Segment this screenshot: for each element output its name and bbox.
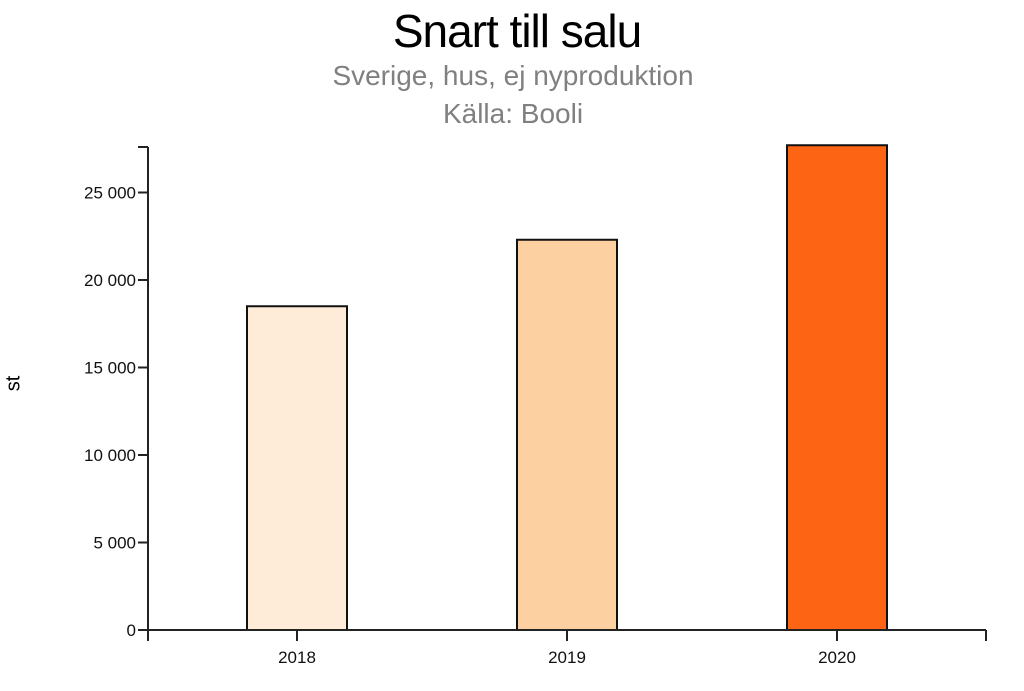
y-tick-label: 10 000 [84, 446, 136, 465]
y-tick-label: 15 000 [84, 359, 136, 378]
y-tick-label: 25 000 [84, 184, 136, 203]
y-tick-label: 5 000 [93, 534, 136, 553]
x-tick-label: 2018 [278, 648, 316, 667]
chart-title: Snart till salu [392, 5, 642, 57]
x-tick-label: 2019 [548, 648, 586, 667]
bar-2018 [246, 305, 348, 631]
chart-subtitle: Sverige, hus, ej nyproduktion [332, 60, 694, 91]
y-tick-label: 20 000 [84, 271, 136, 290]
y-tick-label: 0 [127, 621, 136, 640]
bar-2019 [516, 238, 618, 631]
chart-source: Källa: Booli [442, 98, 584, 129]
x-tick-label: 2020 [818, 648, 856, 667]
bar-2020 [786, 144, 888, 631]
